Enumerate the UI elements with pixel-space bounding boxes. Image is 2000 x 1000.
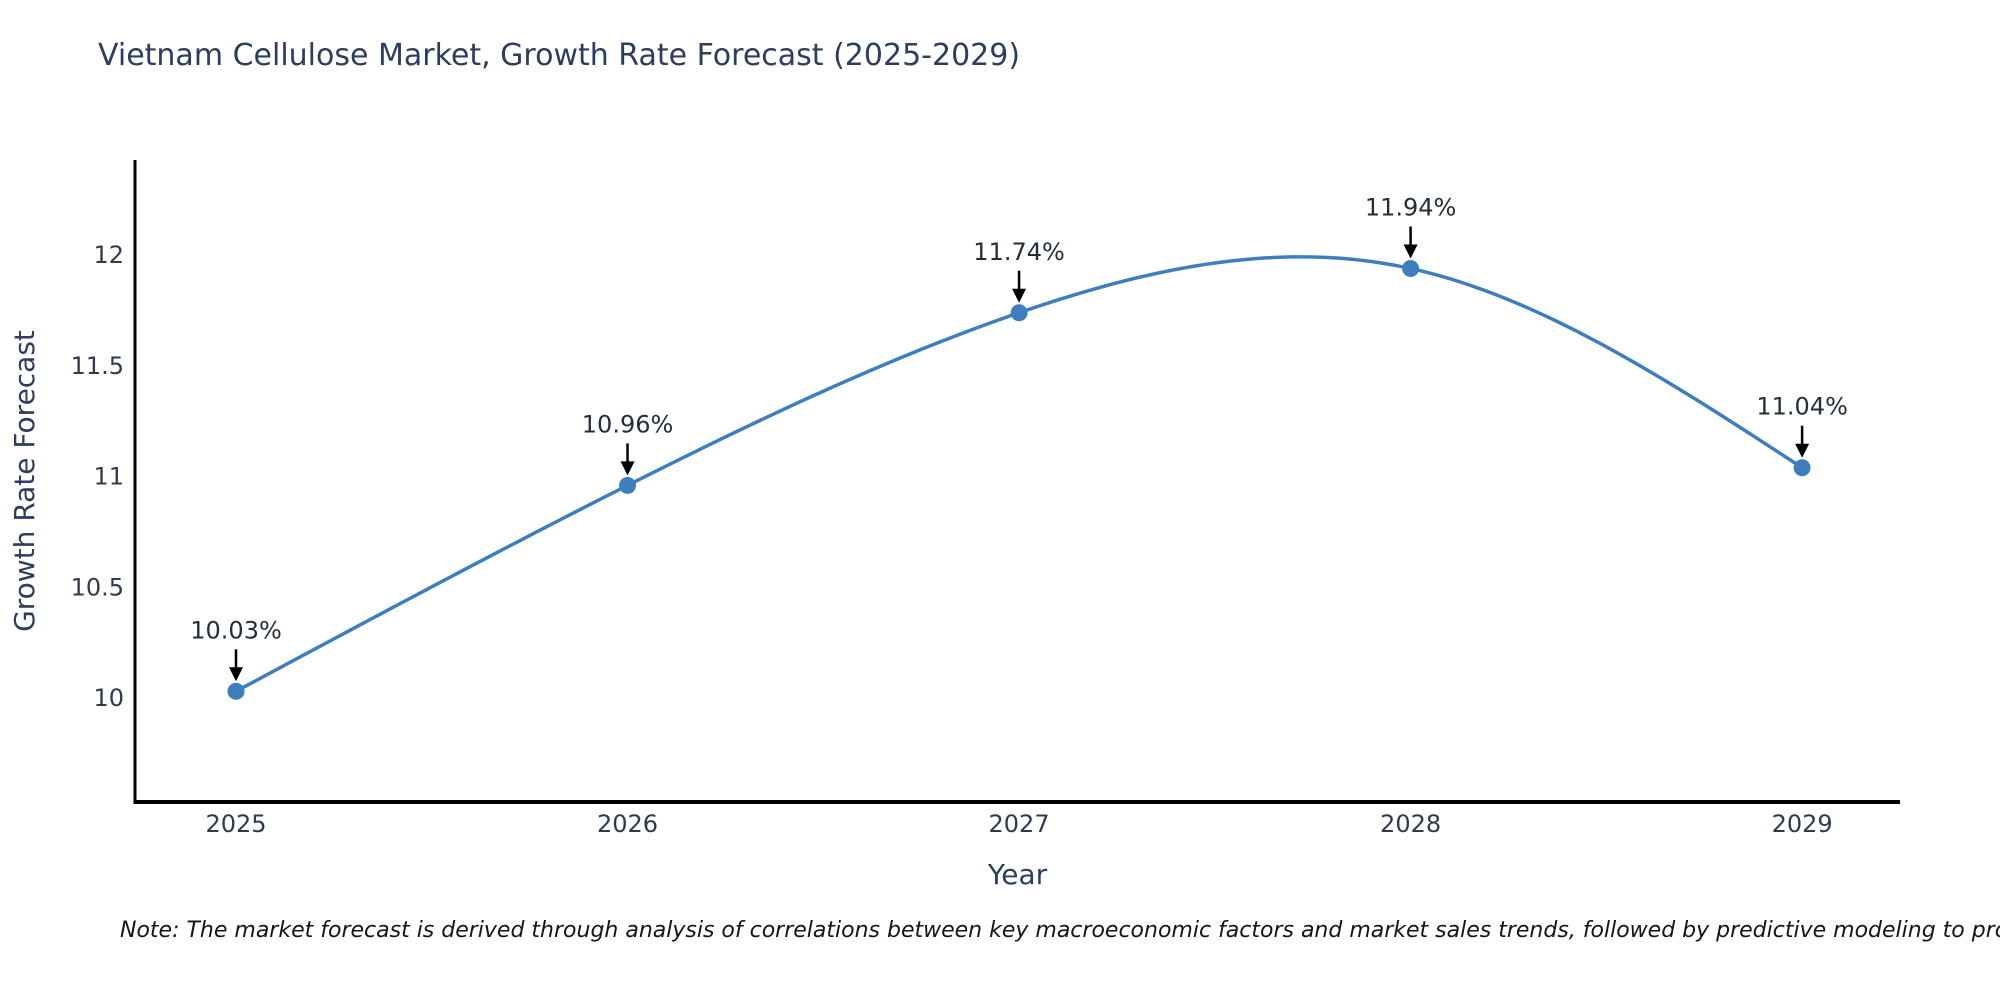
x-tick-label-2025: 2025 xyxy=(205,810,266,838)
annotation-arrow-head-2027 xyxy=(1012,288,1027,303)
data-point-2029 xyxy=(1793,459,1811,477)
x-axis-title: Year xyxy=(987,858,1048,891)
annotation-label-2027: 11.74% xyxy=(973,238,1065,266)
x-tick-label-2026: 2026 xyxy=(597,810,658,838)
x-tick-label-2029: 2029 xyxy=(1772,810,1833,838)
y-tick-label-11: 11 xyxy=(93,463,124,491)
annotation-arrow-head-2025 xyxy=(229,667,244,682)
annotation-label-2028: 11.94% xyxy=(1365,193,1457,221)
data-point-2028 xyxy=(1402,259,1420,277)
data-point-2026 xyxy=(619,476,637,494)
y-tick-label-10: 10 xyxy=(93,684,124,712)
annotation-label-2029: 11.04% xyxy=(1756,393,1848,421)
y-tick-label-10.5: 10.5 xyxy=(71,573,124,601)
forecast-line xyxy=(234,255,1804,694)
annotation-label-2025: 10.03% xyxy=(190,616,282,644)
x-tick-label-2028: 2028 xyxy=(1380,810,1441,838)
annotation-arrow-head-2028 xyxy=(1403,244,1418,259)
footnote: Note: The market forecast is derived thr… xyxy=(120,918,2000,943)
annotation-label-2026: 10.96% xyxy=(582,410,674,438)
annotation-arrow-head-2029 xyxy=(1795,443,1810,458)
y-axis-title: Growth Rate Forecast xyxy=(8,330,41,632)
y-tick-label-12: 12 xyxy=(93,241,124,269)
data-point-2025 xyxy=(227,682,245,700)
chart-title: Vietnam Cellulose Market, Growth Rate Fo… xyxy=(98,38,1021,73)
y-tick-label-11.5: 11.5 xyxy=(71,352,124,380)
annotation-arrow-head-2026 xyxy=(620,461,635,476)
x-tick-label-2027: 2027 xyxy=(989,810,1050,838)
data-point-2027 xyxy=(1010,304,1028,322)
